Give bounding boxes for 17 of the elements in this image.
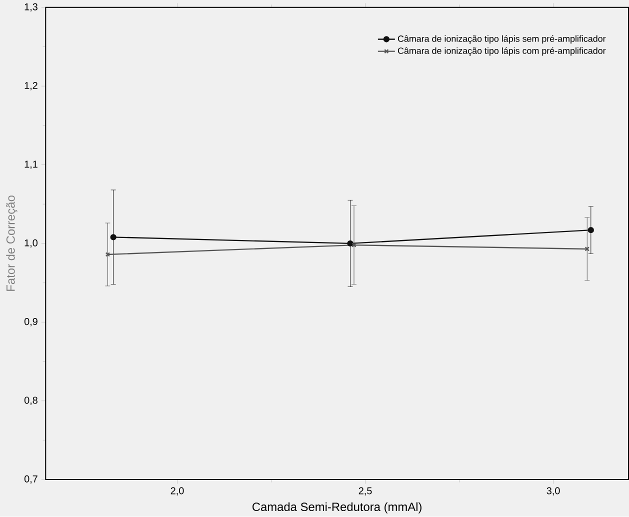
y-tick-label: 1,0 xyxy=(24,239,38,248)
legend-label: Câmara de ionização tipo lápis com pré-amplificador xyxy=(398,47,606,56)
legend-label: Câmara de ionização tipo lápis sem pré-amplificador xyxy=(398,35,606,44)
point xyxy=(347,240,354,247)
y-tick-label: 1,3 xyxy=(24,3,38,12)
point xyxy=(110,234,116,240)
y-tick-label: 1,1 xyxy=(24,160,38,169)
y-tick-label: 0,8 xyxy=(24,396,38,406)
x-axis-title: Camada Semi-Redutora (mmAl) xyxy=(252,502,422,514)
y-tick-label: 1,2 xyxy=(24,82,38,90)
y-tick-label: 0,7 xyxy=(24,476,38,484)
y-axis-title: Fator de Correção xyxy=(6,196,18,292)
point xyxy=(588,227,594,234)
y-tick-label: 0,9 xyxy=(24,318,38,326)
x-tick-label: 2,0 xyxy=(170,487,184,496)
x-tick-label: 2,5 xyxy=(358,487,372,496)
x-tick-label: 3,0 xyxy=(546,487,560,496)
